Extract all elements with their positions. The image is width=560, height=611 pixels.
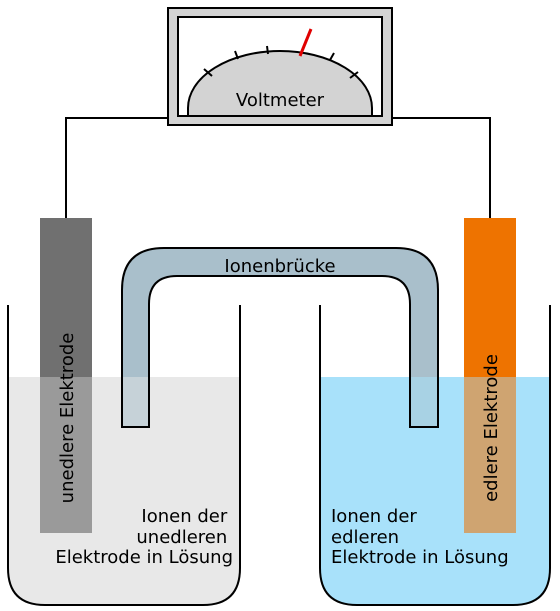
left-bridge-submerged bbox=[123, 377, 148, 426]
left-solution-label: Ionen der unedleren Elektrode in Lösung bbox=[55, 506, 233, 568]
voltmeter-needle bbox=[298, 28, 313, 57]
right-solution-label: Ionen der edleren Elektrode in Lösung bbox=[331, 506, 509, 568]
right-electrode bbox=[464, 218, 516, 533]
ion-bridge bbox=[121, 247, 439, 428]
left-electrode bbox=[40, 218, 92, 533]
right-wire bbox=[392, 117, 491, 218]
voltmeter-label: Voltmeter bbox=[236, 90, 325, 111]
left-beaker bbox=[7, 305, 241, 606]
ion-bridge-label: Ionenbrücke bbox=[224, 256, 335, 277]
left-wire bbox=[65, 117, 168, 218]
right-bridge-submerged bbox=[411, 377, 437, 426]
voltmeter-ticks bbox=[203, 45, 359, 79]
right-electrode-submerged bbox=[464, 377, 516, 533]
left-electrode-submerged bbox=[40, 377, 92, 533]
left-electrode-label: unedlere Elektrode bbox=[57, 333, 78, 504]
voltmeter-dial bbox=[187, 50, 373, 117]
voltmeter: Voltmeter bbox=[167, 7, 393, 126]
right-beaker bbox=[319, 305, 551, 606]
right-electrode-label: edlere Elektrode bbox=[481, 354, 502, 502]
